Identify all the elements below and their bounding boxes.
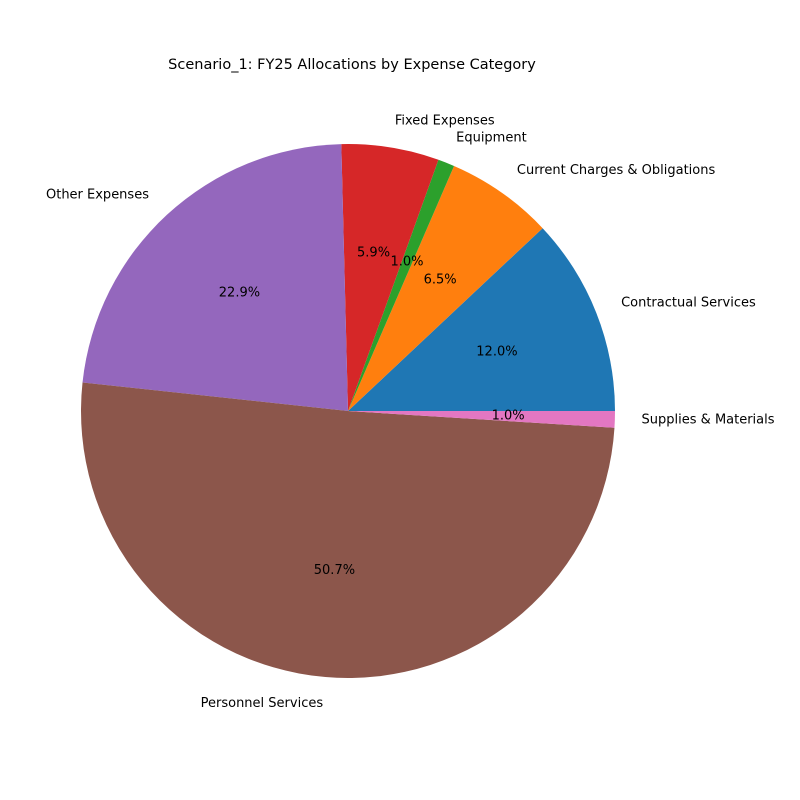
slice-label-equipment: Equipment — [456, 130, 527, 145]
percent-labels: 12.0%6.5%1.0%5.9%22.9%50.7%1.0% — [219, 245, 525, 578]
pie-slice-current-charges-and-obligations — [348, 165, 543, 411]
pie-slices — [81, 144, 615, 678]
pie-slice-other-expenses — [82, 144, 348, 411]
percent-label-fixed-expenses: 5.9% — [357, 245, 390, 260]
slice-label-contractual-services: Contractual Services — [621, 295, 756, 310]
pie-slice-equipment — [348, 159, 455, 411]
slice-label-current-charges-and-obligations: Current Charges & Obligations — [517, 163, 716, 178]
percent-label-other-expenses: 22.9% — [219, 286, 260, 301]
percent-label-personnel-services: 50.7% — [314, 563, 355, 578]
pie-slice-personnel-services — [81, 382, 615, 678]
pie-slice-fixed-expenses — [341, 144, 439, 411]
pie-slice-supplies-and-materials — [348, 411, 615, 428]
chart-title: Scenario_1: FY25 Allocations by Expense … — [168, 57, 536, 73]
percent-label-contractual-services: 12.0% — [476, 345, 517, 360]
percent-label-current-charges-and-obligations: 6.5% — [424, 272, 457, 287]
slice-label-supplies-and-materials: Supplies & Materials — [642, 413, 775, 428]
slice-label-personnel-services: Personnel Services — [201, 696, 324, 711]
slice-labels: Contractual Services Current Charges & Ob… — [46, 114, 775, 712]
percent-label-equipment: 1.0% — [390, 255, 423, 270]
pie-slice-contractual-services — [348, 228, 615, 411]
slice-label-other-expenses: Other Expenses — [46, 188, 149, 203]
percent-label-supplies-and-materials: 1.0% — [492, 409, 525, 424]
slice-label-fixed-expenses: Fixed Expenses — [395, 114, 495, 129]
